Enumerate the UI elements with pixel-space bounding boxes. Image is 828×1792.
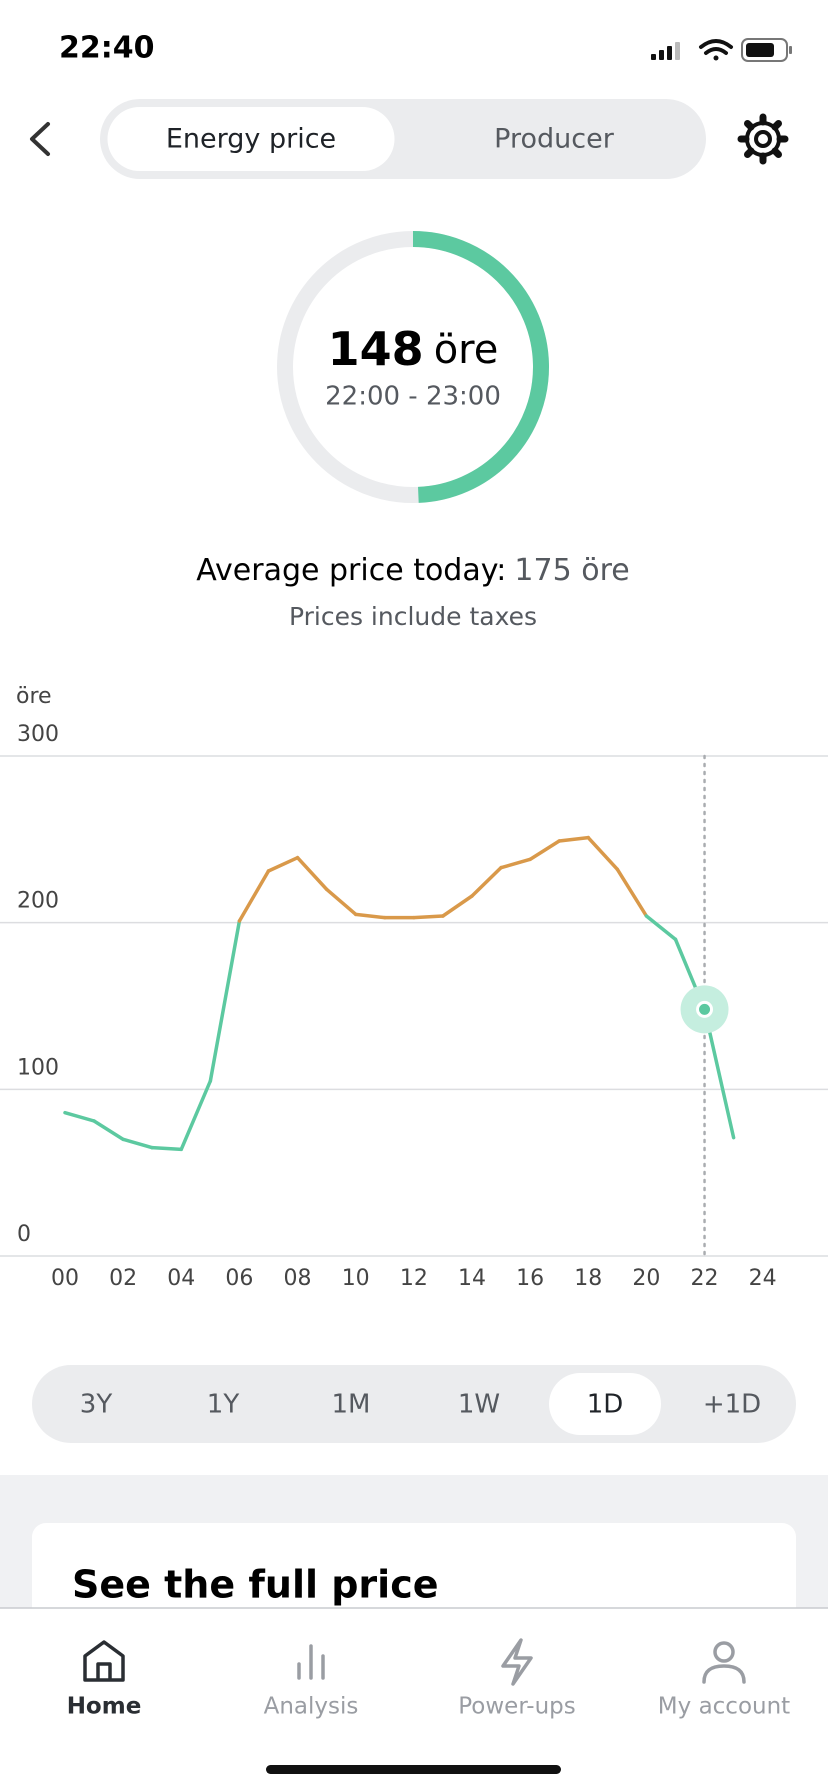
- price-chart: öre 0 100 200 300 00 02 04 06 08 10 12 14 16 18 20 22 24: [0, 684, 828, 1291]
- price-segment: [470, 865, 503, 898]
- price-segment: [208, 919, 242, 1083]
- x-tick-label: 12: [400, 1266, 428, 1291]
- x-tick-label: 08: [284, 1266, 312, 1291]
- price-segment: [499, 857, 532, 870]
- x-tick-label: 02: [109, 1266, 137, 1291]
- nav-icon: [83, 1640, 125, 1682]
- bottom-nav: [0, 1608, 828, 1792]
- signal-icon: [651, 42, 680, 60]
- nav-icon: [297, 1644, 325, 1680]
- price-segment: [557, 835, 591, 843]
- price-segment: [295, 855, 329, 892]
- current-period: 22:00 - 23:00: [325, 382, 501, 412]
- price-segment: [150, 1145, 184, 1152]
- gauge-arc: [412, 231, 549, 503]
- price-segment: [615, 867, 649, 918]
- price-segment: [528, 839, 561, 862]
- price-segment: [179, 1079, 213, 1152]
- x-tick-label: 18: [574, 1266, 602, 1291]
- range-active: [549, 1373, 661, 1435]
- range-option[interactable]: 3Y: [80, 1390, 113, 1420]
- price-segment: [266, 855, 300, 873]
- price-segment: [121, 1137, 154, 1150]
- x-tick-label: 06: [225, 1266, 253, 1291]
- current-price-value: 148: [328, 322, 424, 376]
- nav-label[interactable]: Home: [67, 1694, 142, 1720]
- tax-note: Prices include taxes: [289, 602, 537, 631]
- battery-icon: [741, 38, 792, 62]
- current-price: 148 öre: [328, 322, 499, 376]
- price-segment: [412, 914, 445, 920]
- range-option[interactable]: 1Y: [207, 1390, 240, 1420]
- card-title: See the full price: [72, 1563, 439, 1607]
- status-time: 22:40: [59, 31, 155, 66]
- range-option[interactable]: 1W: [458, 1390, 500, 1420]
- x-tick-label: 20: [632, 1266, 660, 1291]
- range-option[interactable]: 1D: [587, 1390, 624, 1420]
- settings-button[interactable]: [737, 113, 789, 165]
- price-segment: [644, 914, 678, 942]
- price-segment: [586, 835, 620, 872]
- average-price: Average price today: 175 öre: [196, 553, 629, 588]
- range-option[interactable]: +1D: [703, 1390, 761, 1420]
- x-tick-label: 16: [516, 1266, 544, 1291]
- price-segment: [353, 912, 387, 920]
- home-indicator: [266, 1765, 561, 1774]
- x-tick-label: 04: [167, 1266, 195, 1291]
- price-segment: [324, 887, 358, 917]
- nav-label[interactable]: Power-ups: [458, 1694, 576, 1720]
- wifi-icon: [699, 39, 733, 61]
- y-axis-label: öre: [16, 684, 52, 709]
- average-label: Average price today:: [196, 553, 506, 588]
- x-tick-label: 14: [458, 1266, 486, 1291]
- y-tick-label: 200: [17, 889, 59, 914]
- range-option[interactable]: 1M: [332, 1390, 371, 1420]
- current-price-unit: öre: [434, 327, 499, 373]
- x-tick-label: 10: [342, 1266, 370, 1291]
- tab-label[interactable]: Energy price: [166, 124, 336, 155]
- price-segment: [441, 894, 474, 918]
- nav-label[interactable]: My account: [658, 1694, 790, 1720]
- range-selector: [32, 1365, 796, 1443]
- price-segment: [63, 1110, 96, 1123]
- nav-label[interactable]: Analysis: [264, 1694, 359, 1720]
- x-tick-label: 22: [691, 1266, 719, 1291]
- nav-icon: [702, 1641, 746, 1684]
- x-tick-label: 24: [749, 1266, 777, 1291]
- tab-active: [107, 107, 395, 171]
- back-button[interactable]: [30, 122, 50, 156]
- y-tick-label: 0: [17, 1222, 31, 1247]
- price-segment: [92, 1119, 125, 1142]
- average-value: 175 öre: [514, 553, 629, 588]
- x-tick-label: 00: [51, 1266, 79, 1291]
- current-point: [696, 1000, 714, 1018]
- y-tick-label: 300: [17, 722, 59, 747]
- nav-icon: [501, 1638, 533, 1686]
- tab-label[interactable]: Producer: [494, 124, 615, 155]
- price-segment: [237, 869, 271, 923]
- y-tick-label: 100: [17, 1055, 59, 1080]
